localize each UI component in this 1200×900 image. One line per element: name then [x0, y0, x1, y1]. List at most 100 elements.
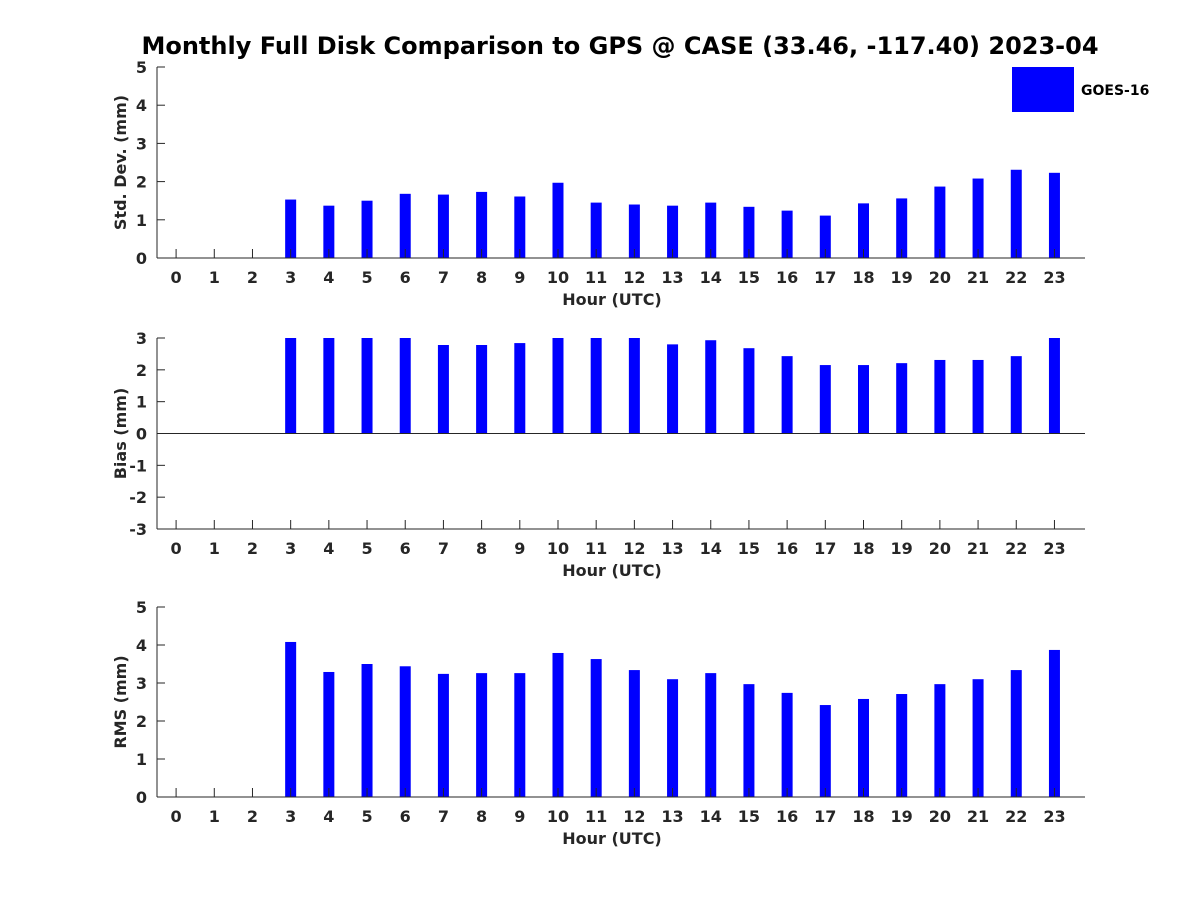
x-axis-label-bias: Hour (UTC): [562, 561, 662, 580]
bar-rms-hour-4: [323, 671, 335, 797]
bar-rms-hour-8: [476, 673, 488, 797]
x-tick-label-bias: 2: [247, 539, 258, 558]
x-tick-label-bias: 6: [400, 539, 411, 558]
bar-rms-hour-20: [934, 684, 946, 797]
x-tick-label-std-dev: 16: [776, 268, 798, 287]
bar-std-dev-hour-14: [705, 202, 717, 258]
x-tick-label-std-dev: 4: [323, 268, 334, 287]
x-tick-label-rms: 17: [814, 807, 836, 826]
bar-bias-hour-19: [896, 363, 908, 434]
x-tick-label-rms: 1: [209, 807, 220, 826]
x-tick-label-std-dev: 15: [738, 268, 760, 287]
x-tick-label-rms: 11: [585, 807, 607, 826]
bar-bias-hour-17: [819, 365, 831, 434]
x-tick-label-bias: 9: [514, 539, 525, 558]
bar-std-dev-hour-16: [781, 210, 793, 258]
x-tick-label-rms: 21: [967, 807, 989, 826]
x-tick-label-bias: 1: [209, 539, 220, 558]
bar-bias-hour-21: [972, 359, 984, 434]
bar-std-dev-hour-8: [476, 191, 488, 258]
bar-rms-hour-12: [628, 670, 640, 797]
x-tick-label-bias: 19: [891, 539, 913, 558]
bar-rms-hour-18: [858, 698, 869, 797]
bar-std-dev-hour-3: [285, 199, 297, 258]
bar-rms-hour-15: [743, 684, 755, 797]
bar-std-dev-hour-20: [934, 186, 946, 258]
bar-rms-hour-9: [514, 673, 526, 797]
x-axis-label-std-dev: Hour (UTC): [562, 290, 662, 309]
bar-bias-hour-14: [705, 340, 717, 434]
x-tick-label-std-dev: 2: [247, 268, 258, 287]
y-tick-label-bias: 2: [136, 361, 147, 380]
x-tick-label-rms: 13: [661, 807, 683, 826]
y-tick-label-bias: 0: [136, 425, 147, 444]
x-tick-label-std-dev: 8: [476, 268, 487, 287]
x-tick-label-std-dev: 21: [967, 268, 989, 287]
x-tick-label-std-dev: 5: [361, 268, 372, 287]
x-tick-label-rms: 12: [623, 807, 645, 826]
x-tick-label-bias: 23: [1043, 539, 1065, 558]
y-tick-label-bias: -3: [129, 520, 147, 539]
bar-bias-hour-20: [934, 359, 946, 434]
x-tick-label-rms: 6: [400, 807, 411, 826]
bar-bias-hour-6: [399, 338, 411, 434]
x-tick-label-bias: 14: [700, 539, 722, 558]
bar-bias-hour-3: [285, 338, 297, 434]
bar-std-dev-hour-22: [1010, 169, 1022, 258]
y-tick-label-std-dev: 5: [136, 58, 147, 77]
y-tick-label-std-dev: 4: [136, 96, 147, 115]
y-tick-label-std-dev: 1: [136, 211, 147, 230]
x-tick-label-rms: 5: [361, 807, 372, 826]
bar-std-dev-hour-17: [819, 215, 831, 258]
x-tick-label-std-dev: 19: [891, 268, 913, 287]
bar-bias-hour-8: [476, 345, 488, 434]
x-tick-label-rms: 22: [1005, 807, 1027, 826]
x-tick-label-std-dev: 6: [400, 268, 411, 287]
bar-rms-hour-5: [361, 664, 373, 797]
y-tick-label-bias: 3: [136, 329, 147, 348]
bar-std-dev-hour-9: [514, 196, 526, 258]
bar-rms-hour-17: [819, 705, 831, 797]
x-tick-label-std-dev: 7: [438, 268, 449, 287]
bar-rms-hour-3: [285, 641, 297, 797]
x-tick-label-bias: 13: [661, 539, 683, 558]
x-tick-label-bias: 5: [361, 539, 372, 558]
x-tick-label-bias: 11: [585, 539, 607, 558]
y-tick-label-rms: 0: [136, 788, 147, 807]
x-tick-label-rms: 7: [438, 807, 449, 826]
x-tick-label-bias: 15: [738, 539, 760, 558]
y-tick-label-rms: 1: [136, 750, 147, 769]
bar-bias-hour-10: [552, 338, 564, 434]
x-tick-label-std-dev: 22: [1005, 268, 1027, 287]
bar-std-dev-hour-18: [858, 203, 869, 258]
bar-std-dev-hour-6: [399, 193, 411, 258]
bar-std-dev-hour-10: [552, 182, 564, 258]
x-tick-label-bias: 8: [476, 539, 487, 558]
x-tick-label-bias: 4: [323, 539, 334, 558]
x-tick-label-bias: 0: [171, 539, 182, 558]
bar-rms-hour-13: [667, 679, 679, 797]
bar-bias-hour-11: [590, 338, 602, 434]
bar-rms-hour-14: [705, 673, 717, 797]
x-tick-label-std-dev: 18: [852, 268, 874, 287]
x-tick-label-bias: 17: [814, 539, 836, 558]
x-tick-label-bias: 12: [623, 539, 645, 558]
legend-swatch-goes-16: [1012, 67, 1074, 112]
y-tick-label-std-dev: 0: [136, 249, 147, 268]
bar-bias-hour-5: [361, 338, 373, 434]
bar-std-dev-hour-15: [743, 206, 755, 258]
bar-std-dev-hour-12: [628, 204, 640, 258]
x-tick-label-std-dev: 9: [514, 268, 525, 287]
bar-rms-hour-22: [1010, 670, 1022, 797]
x-tick-label-std-dev: 13: [661, 268, 683, 287]
x-tick-label-std-dev: 1: [209, 268, 220, 287]
x-tick-label-rms: 2: [247, 807, 258, 826]
x-axis-label-rms: Hour (UTC): [562, 829, 662, 848]
x-tick-label-std-dev: 0: [171, 268, 182, 287]
x-tick-label-bias: 18: [852, 539, 874, 558]
x-tick-label-rms: 16: [776, 807, 798, 826]
bar-bias-hour-4: [323, 338, 335, 434]
